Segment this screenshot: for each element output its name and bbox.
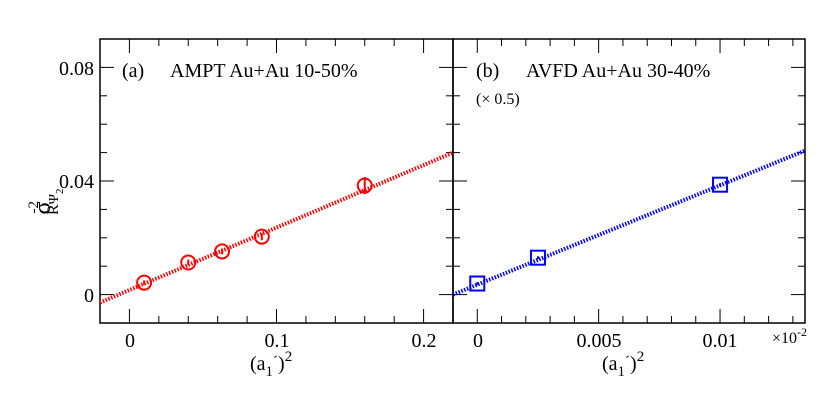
b-xtick-label-0.005: 0.005: [577, 330, 622, 352]
a-data-point: [180, 254, 197, 271]
b-xtick-label-0.01: 0.01: [703, 330, 738, 352]
a-xtick-label-0.2: 0.2: [412, 330, 437, 352]
ytick-label-0.08: 0.08: [59, 58, 94, 80]
b-xtick-label-0: 0: [473, 330, 483, 352]
a-data-point: [136, 274, 153, 291]
a-data-point: [356, 177, 373, 194]
b-data-point: [469, 275, 486, 292]
a-panel-title: AMPT Au+Au 10-50%: [170, 60, 358, 82]
b-panel-label: (b): [476, 60, 499, 82]
a-data-point: [253, 228, 270, 245]
b-xlabel: (a1´)2: [602, 349, 644, 380]
b-data-point: [712, 176, 729, 193]
b-panel-title: AVFD Au+Au 30-40%: [526, 60, 710, 82]
b-data-point: [529, 249, 546, 266]
b-x-multiplier: ×10-2: [772, 325, 807, 347]
a-xtick-label-0: 0: [125, 330, 135, 352]
a-data-point: [214, 243, 231, 260]
a-panel-label: (a): [122, 60, 144, 82]
ytick-label-0: 0: [84, 285, 94, 307]
b-scale-note: (× 0.5): [476, 91, 520, 108]
a-xtick-label-0.1: 0.1: [265, 330, 290, 352]
ytick-label-0.04: 0.04: [59, 171, 94, 193]
ylabel: σ-2 RΨ2: [26, 188, 66, 215]
b-fit-line: [452, 148, 806, 297]
a-xlabel: (a1´)2: [250, 349, 292, 380]
a-fit-line: [99, 150, 454, 305]
